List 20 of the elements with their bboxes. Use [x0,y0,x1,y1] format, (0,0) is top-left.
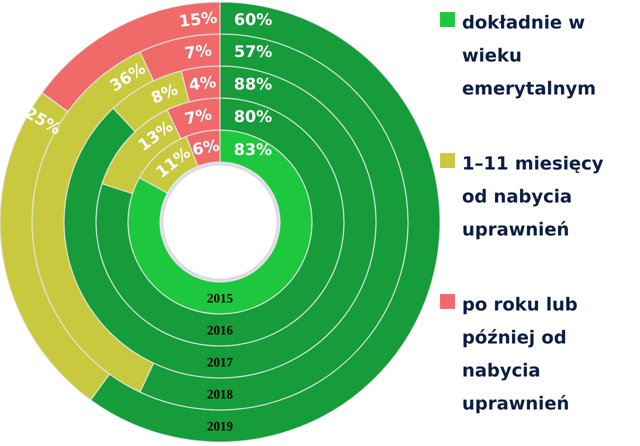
legend-label: po roku lub później od nabycia uprawnień [462,294,578,414]
data-label: 80% [234,106,272,126]
slice-label: 2019 [207,418,234,434]
data-label: 7% [183,40,213,63]
data-label: 60% [234,10,272,29]
data-label: 6% [190,136,221,160]
slice-label: 2016 [207,322,234,338]
data-label: 4% [188,72,218,94]
legend-label: dokładnie w wieku emerytalnym [462,12,596,100]
data-label: 7% [182,104,214,128]
data-label: 25% [22,102,64,138]
data-label: 57% [234,42,272,62]
slice-label: 2018 [207,386,234,402]
data-label: 83% [234,140,272,159]
legend-label: 1–11 miesięcy od nabycia uprawnień [462,153,604,240]
data-label: 15% [178,8,218,31]
slice-label: 2017 [207,354,234,370]
slice-label: 2015 [207,290,234,306]
data-label: 88% [234,74,272,94]
data-label: 8% [148,79,181,108]
